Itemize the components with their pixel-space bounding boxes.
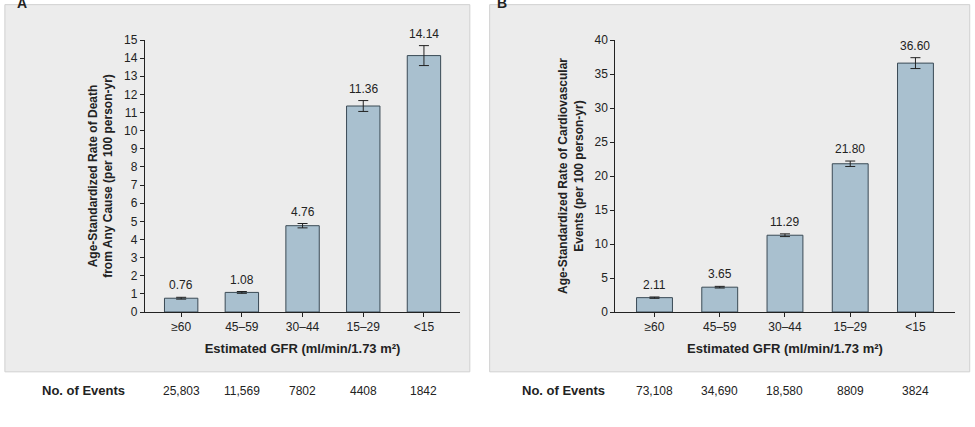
svg-text:No. of Events: No. of Events bbox=[42, 383, 125, 398]
svg-text:B: B bbox=[497, 0, 507, 11]
svg-text:3: 3 bbox=[131, 251, 138, 265]
svg-text:4.76: 4.76 bbox=[291, 205, 315, 219]
svg-text:<15: <15 bbox=[414, 320, 435, 334]
svg-text:36.60: 36.60 bbox=[900, 39, 930, 53]
svg-text:1.08: 1.08 bbox=[230, 273, 254, 287]
svg-text:3824: 3824 bbox=[902, 384, 929, 398]
svg-text:1: 1 bbox=[131, 287, 138, 301]
svg-text:30–44: 30–44 bbox=[286, 320, 320, 334]
svg-text:15–29: 15–29 bbox=[834, 320, 868, 334]
svg-text:11.36: 11.36 bbox=[349, 82, 378, 96]
svg-text:4: 4 bbox=[131, 233, 138, 247]
svg-text:15: 15 bbox=[124, 33, 138, 47]
svg-text:14.14: 14.14 bbox=[409, 27, 439, 41]
svg-text:Estimated GFR (ml/min/1.73 m²): Estimated GFR (ml/min/1.73 m²) bbox=[687, 341, 883, 356]
svg-text:45–59: 45–59 bbox=[225, 320, 259, 334]
svg-text:Age-Standardized Rate of Cardi: Age-Standardized Rate of CardiovascularE… bbox=[556, 58, 586, 294]
svg-text:18,580: 18,580 bbox=[766, 384, 803, 398]
svg-text:6: 6 bbox=[131, 196, 138, 210]
svg-text:7802: 7802 bbox=[289, 384, 316, 398]
svg-text:A: A bbox=[17, 0, 27, 11]
svg-text:0: 0 bbox=[131, 305, 138, 319]
svg-text:20: 20 bbox=[595, 169, 609, 183]
svg-text:0: 0 bbox=[601, 305, 608, 319]
svg-text:≥60: ≥60 bbox=[171, 320, 191, 334]
svg-text:8809: 8809 bbox=[837, 384, 864, 398]
svg-text:25: 25 bbox=[595, 135, 609, 149]
svg-text:4408: 4408 bbox=[350, 384, 377, 398]
svg-text:≥60: ≥60 bbox=[645, 320, 665, 334]
svg-text:30: 30 bbox=[595, 101, 609, 115]
svg-text:10: 10 bbox=[595, 237, 609, 251]
svg-text:11,569: 11,569 bbox=[224, 384, 260, 398]
svg-text:<15: <15 bbox=[905, 320, 926, 334]
svg-text:Age-Standardized Rate of Death: Age-Standardized Rate of Deathfrom Any C… bbox=[86, 74, 116, 278]
svg-text:45–59: 45–59 bbox=[703, 320, 737, 334]
svg-text:11: 11 bbox=[125, 106, 138, 120]
svg-text:15: 15 bbox=[595, 203, 609, 217]
svg-text:9: 9 bbox=[131, 142, 138, 156]
svg-text:35: 35 bbox=[595, 67, 609, 81]
svg-text:30–44: 30–44 bbox=[768, 320, 802, 334]
svg-text:No. of Events: No. of Events bbox=[522, 383, 605, 398]
svg-text:7: 7 bbox=[131, 178, 138, 192]
svg-text:8: 8 bbox=[131, 160, 138, 174]
svg-text:40: 40 bbox=[595, 33, 609, 47]
svg-text:5: 5 bbox=[601, 271, 608, 285]
svg-text:0.76: 0.76 bbox=[169, 278, 193, 292]
svg-text:13: 13 bbox=[124, 69, 138, 83]
svg-text:11.29: 11.29 bbox=[770, 215, 799, 229]
svg-text:34,690: 34,690 bbox=[701, 384, 738, 398]
svg-text:3.65: 3.65 bbox=[708, 267, 732, 281]
svg-text:Estimated GFR (ml/min/1.73 m²): Estimated GFR (ml/min/1.73 m²) bbox=[205, 341, 401, 356]
svg-text:10: 10 bbox=[124, 124, 138, 138]
svg-text:2.11: 2.11 bbox=[643, 278, 666, 292]
svg-text:21.80: 21.80 bbox=[835, 142, 865, 156]
svg-text:2: 2 bbox=[131, 269, 138, 283]
svg-text:12: 12 bbox=[124, 88, 138, 102]
svg-text:5: 5 bbox=[131, 215, 138, 229]
svg-text:1842: 1842 bbox=[410, 384, 437, 398]
svg-text:15–29: 15–29 bbox=[347, 320, 381, 334]
svg-text:14: 14 bbox=[124, 51, 138, 65]
svg-text:73,108: 73,108 bbox=[636, 384, 673, 398]
svg-text:25,803: 25,803 bbox=[163, 384, 200, 398]
